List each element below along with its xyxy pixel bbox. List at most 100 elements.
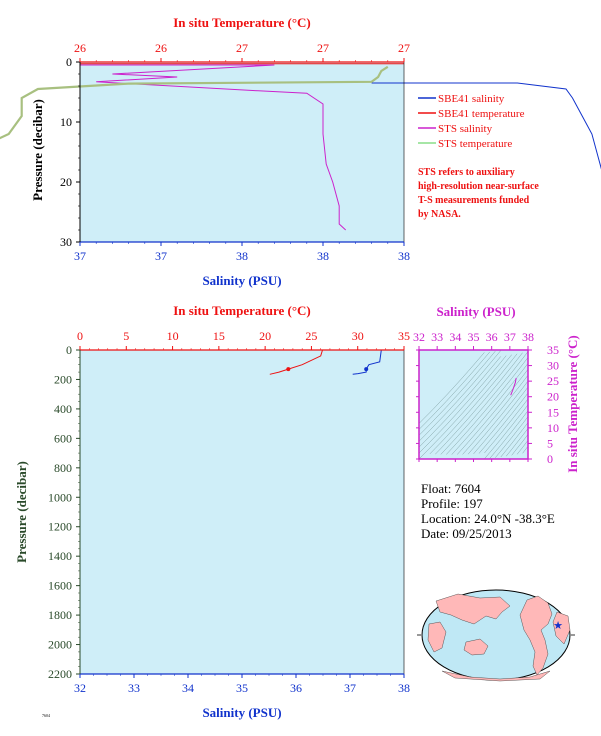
ts-isopycnal-5 [418,355,507,454]
bottom-temperature-axis-title: In situ Temperature (°C) [173,303,311,318]
note-line-4: by NASA. [418,209,461,220]
ts-isopycnal-13 [462,375,529,455]
map-land-americas [519,595,553,676]
top-salinity-axis-title: Salinity (PSU) [202,273,281,288]
ts-isopycnal-19 [489,410,529,459]
bottom-series-group [269,349,382,375]
ts-salinity-tick-label-6: 38 [522,330,534,344]
legend: SBE41 salinity SBE41 temperature STS sal… [418,93,525,150]
bottom-salinity-axis-title: Salinity (PSU) [202,705,281,720]
legend-label-sts-temperature: STS temperature [438,138,512,150]
ts-isopycnal-0 [418,352,485,424]
ts-isopycnal-17 [484,398,529,454]
bottom-marker-sbe41-temperature [286,367,291,372]
top-pressure-tick-label-0: 0 [66,55,72,69]
ts-salinity-tick-label-2: 34 [449,330,461,344]
bottom-pressure-axis-title: Pressure (decibar) [14,461,29,563]
map-land-australia [463,638,489,656]
ts-series-profile [510,377,517,396]
ts-isopycnal-9 [440,351,529,455]
top-temperature-axis-title: In situ Temperature (°C) [173,15,311,30]
map-land-africa-east [552,611,571,645]
ts-temperature-tick-label-4: 20 [547,390,559,404]
top-series-sts-temperature [0,65,389,140]
profile-number-text: Profile: 197 [421,496,483,511]
bottom-pressure-tick-label-9: 1800 [48,608,72,622]
legend-label-sts-salinity: STS salinity [438,123,493,135]
ts-isopycnal-21 [500,422,529,458]
ts-temperature-tick-label-6: 30 [547,359,559,373]
bottom-temperature-tick-label-6: 30 [352,329,364,343]
ts-isopycnal-2 [418,351,496,436]
bottom-pressure-tick-label-6: 1200 [48,520,72,534]
top-temperature-tick-label-3: 27 [317,41,329,55]
ts-isopycnal-11 [451,363,529,455]
bottom-axis-ticks: 0200400600800100012001400160018002000220… [48,329,410,695]
top-salinity-tick-label-2: 38 [236,249,248,263]
top-salinity-tick-label-0: 37 [74,249,86,263]
world-map: ★ [417,589,575,682]
bottom-temperature-tick-label-4: 20 [259,329,271,343]
bottom-salinity-tick-label-5: 37 [344,681,356,695]
ts-isopycnal-7 [429,353,518,455]
top-temperature-tick-label-2: 27 [236,41,248,55]
float-location-marker: ★ [553,620,563,632]
date-text: Date: 09/25/2013 [421,526,512,541]
bottom-pressure-tick-label-3: 600 [54,431,72,445]
ts-salinity-axis-title: Salinity (PSU) [436,304,515,319]
ts-isopycnal-14 [467,380,529,455]
ts-isopycnal-lines [418,350,529,460]
bottom-plot-background [80,350,404,674]
bottom-temperature-tick-label-1: 5 [123,329,129,343]
ts-isopycnal-6 [418,354,512,460]
top-series-sts-salinity [80,64,347,231]
ts-isopycnal-22 [506,428,529,457]
ts-temperature-tick-label-3: 15 [547,405,559,419]
ts-salinity-tick-label-0: 32 [413,330,425,344]
ts-temperature-tick-label-7: 35 [547,343,559,357]
bottom-panel: 0200400600800100012001400160018002000220… [14,303,410,720]
bottom-pressure-tick-label-5: 1000 [48,490,72,504]
ts-isopycnal-16 [478,392,529,454]
bottom-salinity-tick-label-0: 32 [74,681,86,695]
bottom-pressure-tick-label-10: 2000 [48,638,72,652]
top-temperature-tick-label-4: 27 [398,41,410,55]
ts-isopycnal-23 [511,434,529,456]
map-land-africa-west [427,621,447,653]
ts-temperature-tick-label-1: 5 [547,436,553,450]
ts-isopycnal-25 [522,446,529,454]
top-pressure-tick-label-2: 20 [60,175,72,189]
top-salinity-tick-label-1: 37 [155,249,167,263]
note-line-2: high-resolution near-surface [418,181,539,192]
bottom-pressure-tick-label-7: 1400 [48,549,72,563]
bottom-pressure-tick-label-11: 2200 [48,667,72,681]
note-line-1: STS refers to auxiliary [418,167,515,178]
ts-salinity-tick-label-1: 33 [431,330,443,344]
footer-code: 7604 [42,713,50,718]
ts-salinity-tick-label-3: 35 [468,330,480,344]
map-land-eurasia [435,593,511,625]
float-id-text: Float: 7604 [421,481,481,496]
top-temperature-tick-label-1: 26 [155,41,167,55]
top-pressure-tick-label-3: 30 [60,235,72,249]
ts-series-group [510,377,517,396]
bottom-pressure-tick-label-2: 400 [54,402,72,416]
top-pressure-axis-title: Pressure (decibar) [30,99,45,201]
ts-temperature-tick-label-0: 0 [547,452,553,466]
legend-label-sbe41-salinity: SBE41 salinity [438,93,505,105]
bottom-temperature-tick-label-3: 15 [213,329,225,343]
ts-isopycnal-15 [473,386,529,455]
bottom-salinity-tick-label-2: 34 [182,681,194,695]
top-temperature-tick-label-0: 26 [74,41,86,55]
ts-isopycnal-18 [484,404,529,460]
bottom-salinity-tick-label-6: 38 [398,681,410,695]
ts-isopycnal-20 [495,416,529,458]
bottom-pressure-tick-label-8: 1600 [48,579,72,593]
top-salinity-tick-label-3: 38 [317,249,329,263]
ts-isopycnal-1 [418,351,490,430]
